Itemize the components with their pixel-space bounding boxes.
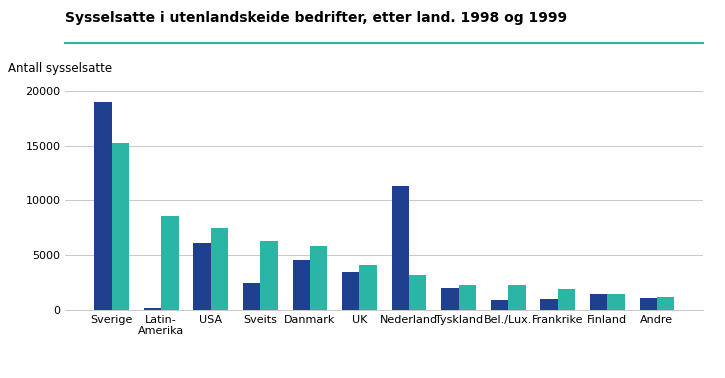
Bar xyxy=(491,300,508,310)
Bar xyxy=(409,275,426,310)
Bar xyxy=(392,186,409,310)
Bar xyxy=(558,289,575,310)
Bar xyxy=(508,285,526,310)
Bar xyxy=(161,216,178,310)
Bar xyxy=(144,308,161,310)
Bar xyxy=(639,299,657,310)
Bar xyxy=(310,246,327,310)
Bar xyxy=(342,271,360,310)
Bar xyxy=(94,102,112,310)
Bar xyxy=(590,293,608,310)
Text: Antall sysselsatte: Antall sysselsatte xyxy=(8,62,112,75)
Bar xyxy=(540,299,558,310)
Bar xyxy=(112,143,129,310)
Bar xyxy=(360,265,377,310)
Bar xyxy=(211,228,228,310)
Bar xyxy=(459,285,476,310)
Bar xyxy=(657,297,674,310)
Bar xyxy=(194,243,211,310)
Bar xyxy=(608,294,625,310)
Bar xyxy=(442,288,459,310)
Bar xyxy=(243,283,260,310)
Bar xyxy=(293,260,310,310)
Bar xyxy=(260,241,278,310)
Text: Sysselsatte i utenlandskeide bedrifter, etter land. 1998 og 1999: Sysselsatte i utenlandskeide bedrifter, … xyxy=(65,11,568,25)
